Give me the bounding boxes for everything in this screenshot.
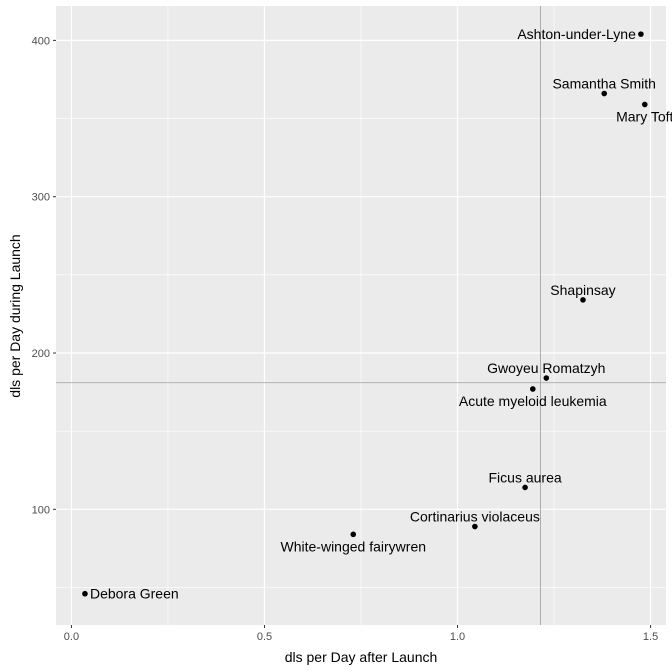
data-point (472, 523, 478, 530)
y-axis-ticks: 100 200 300 400 (32, 35, 56, 516)
x-axis-title: dls per Day after Launch (285, 649, 438, 665)
data-point (638, 31, 644, 37)
data-point (350, 531, 357, 538)
data-points (82, 31, 648, 597)
y-tick-label: 200 (32, 348, 50, 360)
data-label: Samantha Smith (552, 76, 656, 92)
data-label: Cortinarius violaceus (410, 509, 540, 525)
x-tick-label: 1.0 (450, 631, 465, 643)
data-label: White-winged fairywren (281, 538, 427, 554)
data-point (522, 484, 528, 491)
data-point (601, 90, 608, 97)
data-point (580, 297, 586, 303)
y-tick-label: 400 (32, 35, 50, 47)
data-label: Mary Toft (616, 108, 672, 124)
data-label: Shapinsay (550, 282, 615, 298)
reference-lines (56, 6, 666, 625)
data-point (82, 590, 88, 597)
x-tick-label: 1.5 (643, 631, 658, 643)
data-label: Ashton-under-Lyne (517, 26, 636, 42)
x-tick-label: 0.0 (64, 631, 79, 643)
data-label: Acute myeloid leukemia (459, 393, 607, 409)
data-point (543, 375, 550, 381)
y-tick-label: 300 (32, 192, 50, 204)
point-labels: Ashton-under-Lyne Samantha Smith Mary Toft… (90, 26, 672, 602)
data-point (530, 386, 536, 392)
data-label: Ficus aurea (489, 469, 562, 485)
data-label: Gwoyeu Romatzyh (487, 360, 605, 376)
y-tick-label: 100 (32, 504, 50, 516)
major-gridlines (56, 6, 666, 625)
minor-gridlines (56, 6, 666, 625)
data-point (641, 101, 648, 108)
data-label: Debora Green (90, 586, 179, 602)
x-tick-label: 0.5 (257, 631, 272, 643)
y-axis-title: dls per Day during Launch (7, 234, 23, 397)
x-axis-ticks: 0.0 0.5 1.0 1.5 (64, 625, 658, 643)
